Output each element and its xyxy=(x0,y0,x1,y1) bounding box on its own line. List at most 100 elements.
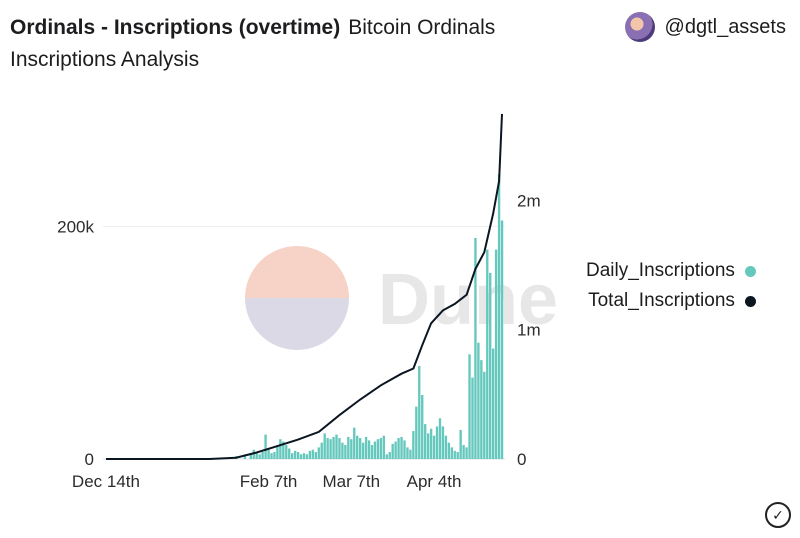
daily-bar xyxy=(465,447,468,459)
x-tick-label: Mar 7th xyxy=(322,472,380,491)
total-line xyxy=(106,113,503,460)
daily-bar xyxy=(441,426,445,459)
daily-bar xyxy=(308,450,312,459)
daily-bar xyxy=(311,449,315,459)
author-badge[interactable]: @dgtl_assets xyxy=(624,12,786,42)
daily-bar xyxy=(282,441,285,459)
daily-bar xyxy=(323,433,326,459)
daily-bar xyxy=(480,360,483,459)
y-right-tick-label: 2m xyxy=(517,191,541,210)
daily-bar xyxy=(471,377,474,459)
daily-bar xyxy=(394,441,397,459)
watermark-text: Dune xyxy=(378,260,558,340)
y-right-tick-label: 1m xyxy=(517,321,541,340)
daily-bar xyxy=(491,348,495,459)
daily-bar xyxy=(326,438,329,459)
y-axis-right-ticks: 0 1m 2m xyxy=(517,191,541,469)
daily-bar xyxy=(341,442,344,459)
daily-bar xyxy=(243,454,247,459)
daily-bar xyxy=(249,453,252,459)
chart-subtitle: Bitcoin Ordinals Inscriptions Analysis xyxy=(10,16,496,71)
daily-bar xyxy=(494,249,498,459)
daily-bar xyxy=(373,441,377,459)
daily-bar xyxy=(344,445,347,459)
daily-bar xyxy=(429,428,433,459)
daily-bar xyxy=(483,371,486,459)
daily-bar xyxy=(379,438,383,459)
daily-bar xyxy=(477,342,480,459)
daily-bar xyxy=(296,452,300,459)
y-axis-left-ticks: 0 200k xyxy=(57,217,94,469)
daily-bar xyxy=(364,436,368,459)
daily-bar xyxy=(456,452,459,459)
daily-bar xyxy=(288,448,291,459)
legend-dot-total xyxy=(744,295,756,307)
daily-bar xyxy=(353,427,356,459)
dune-watermark: Dune xyxy=(245,246,558,350)
daily-bar xyxy=(302,453,306,459)
daily-bar xyxy=(258,454,261,459)
daily-bar xyxy=(273,452,276,459)
watermark-circle-bottom xyxy=(245,298,349,350)
daily-bar xyxy=(438,418,442,459)
daily-bar xyxy=(497,173,501,459)
daily-bar xyxy=(403,440,406,459)
x-tick-label: Feb 7th xyxy=(240,472,298,491)
daily-bar xyxy=(474,237,477,459)
daily-bar xyxy=(293,450,297,459)
daily-bar xyxy=(459,429,462,459)
daily-bar xyxy=(388,452,391,459)
daily-bar xyxy=(370,445,374,459)
daily-bar xyxy=(444,435,448,459)
watermark-circle-top xyxy=(245,246,349,298)
daily-bar xyxy=(270,453,273,459)
daily-bar xyxy=(347,436,350,459)
daily-bar xyxy=(356,435,359,459)
x-tick-label: Apr 4th xyxy=(407,472,462,491)
daily-bar xyxy=(426,433,430,459)
chart-legend: Daily_Inscriptions Total_Inscriptions xyxy=(586,256,756,316)
legend-label-daily: Daily_Inscriptions xyxy=(586,260,735,281)
daily-bar xyxy=(432,435,436,459)
daily-bar xyxy=(338,438,341,459)
daily-bar xyxy=(409,449,412,459)
author-handle[interactable]: @dgtl_assets xyxy=(664,15,786,38)
daily-bar xyxy=(406,447,409,459)
daily-bar xyxy=(391,443,394,459)
legend-item-total[interactable]: Total_Inscriptions xyxy=(586,286,756,316)
daily-bar xyxy=(314,452,318,459)
avatar-icon xyxy=(624,12,655,42)
daily-bar xyxy=(290,453,294,459)
daily-bar xyxy=(267,448,270,459)
daily-bar xyxy=(255,452,258,459)
daily-bar xyxy=(361,442,365,459)
daily-bar xyxy=(385,454,388,459)
daily-bar xyxy=(252,449,255,459)
daily-bar xyxy=(358,438,362,459)
x-axis-ticks: Dec 14th Feb 7th Mar 7th Apr 4th xyxy=(72,472,462,491)
daily-bar xyxy=(468,354,471,459)
daily-bar xyxy=(412,431,415,459)
daily-bars xyxy=(217,173,504,459)
daily-bar xyxy=(299,454,303,459)
chart-title: Ordinals - Inscriptions (overtime) xyxy=(10,16,341,39)
daily-bar xyxy=(285,445,288,459)
legend-item-daily[interactable]: Daily_Inscriptions xyxy=(586,256,756,286)
chart-header: Ordinals - Inscriptions (overtime) Bitcoi… xyxy=(10,12,570,76)
daily-bar xyxy=(415,406,418,459)
daily-bar xyxy=(350,439,353,459)
check-circle-icon[interactable]: ✓ xyxy=(765,502,791,528)
daily-bar xyxy=(367,440,371,459)
daily-bar xyxy=(382,435,385,459)
daily-bar xyxy=(332,436,335,459)
y-left-tick-label: 0 xyxy=(85,450,94,469)
daily-bar xyxy=(329,439,332,459)
y-left-tick-label: 200k xyxy=(57,217,94,236)
daily-bar xyxy=(462,445,465,459)
daily-bar xyxy=(335,434,338,459)
daily-bar xyxy=(276,446,279,459)
daily-bar xyxy=(489,272,492,459)
daily-bar xyxy=(261,452,264,459)
y-right-tick-label: 0 xyxy=(517,450,526,469)
